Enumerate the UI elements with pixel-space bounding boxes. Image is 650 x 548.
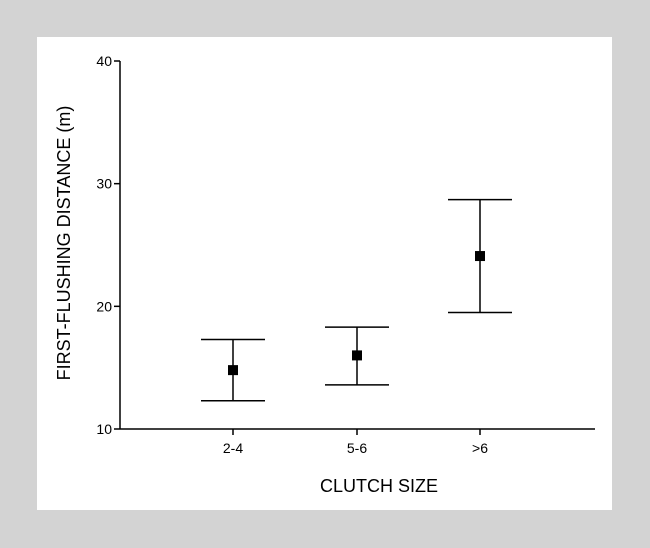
y-tick-label: 40 — [96, 53, 112, 69]
y-tick-label: 10 — [96, 421, 112, 437]
data-point — [352, 350, 362, 361]
chart-panel: 10 20 30 40 2-4 5-6 >6 CLUTCH SIZE FIRST-FLUS… — [37, 37, 612, 510]
data-point — [475, 251, 485, 262]
x-tick-label: 2-4 — [223, 440, 243, 456]
x-tick-label: >6 — [472, 440, 488, 456]
x-axis: 2-4 5-6 >6 — [120, 428, 595, 456]
data-series — [201, 198, 512, 402]
y-tick-label: 30 — [96, 176, 112, 192]
y-axis-title: FIRST-FLUSHING DISTANCE (m) — [54, 106, 74, 381]
x-axis-title: CLUTCH SIZE — [320, 476, 438, 496]
y-tick-label: 20 — [96, 298, 112, 314]
x-tick-label: 5-6 — [347, 440, 367, 456]
y-axis: 10 20 30 40 — [96, 53, 121, 437]
chart-plot: 10 20 30 40 2-4 5-6 >6 CLUTCH SIZE FIRST-FLUS… — [54, 53, 595, 496]
data-point — [228, 365, 238, 376]
